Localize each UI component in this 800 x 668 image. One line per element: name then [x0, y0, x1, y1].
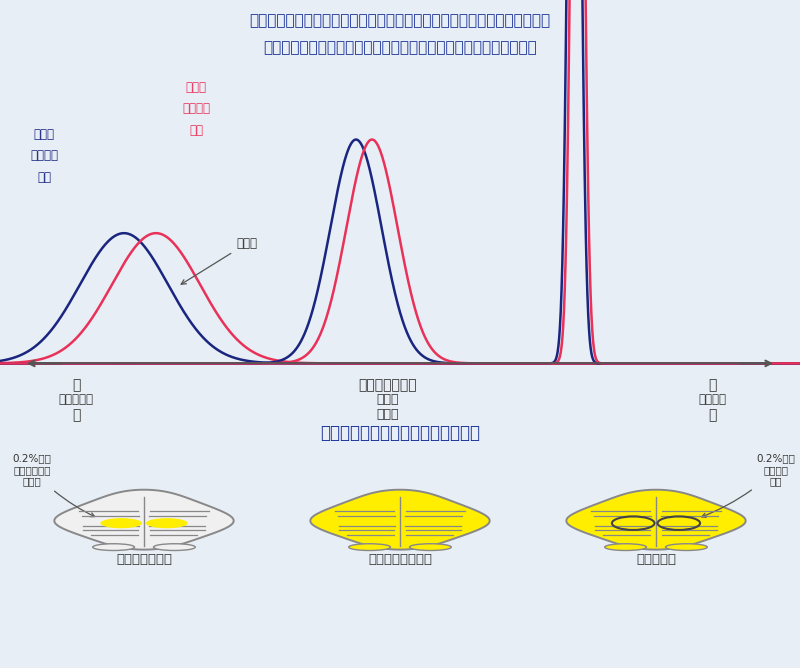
Ellipse shape	[349, 544, 390, 550]
Text: 差がある: 差がある	[182, 102, 210, 116]
Text: 差がほぼない分布でも、サンプルサイズが大きくなると有意差ありとなる: 差がほぼない分布でも、サンプルサイズが大きくなると有意差ありとなる	[250, 13, 550, 28]
Text: 正しい解釈: 正しい解釈	[636, 553, 676, 566]
Text: 差がない: 差がない	[30, 150, 58, 162]
Text: 小: 小	[72, 408, 80, 422]
Ellipse shape	[100, 518, 142, 528]
Text: （その差は本当に脳として意味のある血流の変化といえるのか？）: （その差は本当に脳として意味のある血流の変化といえるのか？）	[263, 41, 537, 55]
Text: 小: 小	[72, 378, 80, 392]
Ellipse shape	[605, 544, 646, 550]
Ellipse shape	[410, 544, 451, 550]
Polygon shape	[566, 490, 746, 550]
Polygon shape	[54, 490, 234, 550]
Text: 0.2%高い
脳活動を
囲む: 0.2%高い 脳活動を 囲む	[702, 454, 795, 517]
Ellipse shape	[146, 518, 188, 528]
Text: 血流の差の視覚化方法が誤解を招く: 血流の差の視覚化方法が誤解を招く	[320, 424, 480, 442]
Text: 検出力: 検出力	[377, 408, 399, 422]
Text: 血流に: 血流に	[34, 128, 54, 141]
Text: 0.2%高い
脳活動だけを
色付け: 0.2%高い 脳活動だけを 色付け	[13, 454, 94, 516]
Text: でやすい: でやすい	[698, 393, 726, 406]
Text: サンプルサイズ: サンプルサイズ	[358, 378, 418, 392]
Text: 有意差: 有意差	[377, 393, 399, 406]
Ellipse shape	[154, 544, 195, 550]
Text: 確率: 確率	[189, 124, 203, 137]
Text: 誤解を招く表現: 誤解を招く表現	[116, 553, 172, 566]
Ellipse shape	[666, 544, 707, 550]
Text: 大: 大	[708, 408, 716, 422]
Text: でやらない: でやらない	[58, 393, 94, 406]
Text: 確率: 確率	[37, 171, 51, 184]
Ellipse shape	[93, 544, 134, 550]
Polygon shape	[310, 490, 490, 550]
Text: 実際は全体が活動: 実際は全体が活動	[368, 553, 432, 566]
Text: 血流に: 血流に	[186, 81, 206, 94]
Text: 検出力: 検出力	[181, 237, 257, 285]
Text: 大: 大	[708, 378, 716, 392]
